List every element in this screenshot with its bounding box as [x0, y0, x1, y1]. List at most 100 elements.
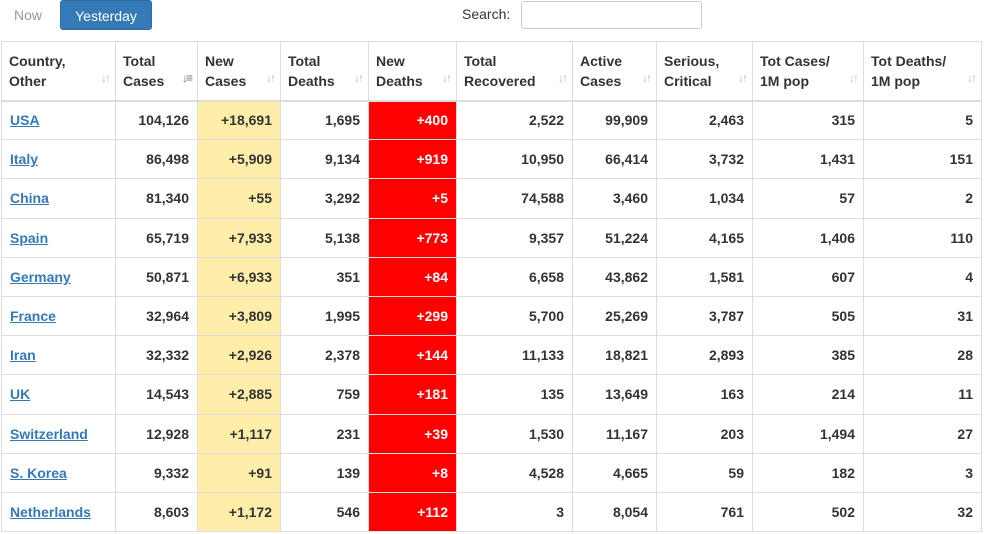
country-link[interactable]: Netherlands: [10, 503, 91, 520]
country-link[interactable]: Germany: [10, 268, 71, 285]
total-cases-cell: 81,340: [115, 178, 198, 219]
new-cases-cell: +2,926: [197, 335, 281, 376]
sort-icon[interactable]: ↓↑: [101, 70, 111, 85]
column-header-line2: Deaths: [288, 72, 335, 89]
table-header-row: Country, Other ↓↑ Total Cases ↓≡ New Cases ↓↑ Tot…: [1, 41, 982, 102]
deaths-per-million-cell: 110: [863, 217, 982, 258]
column-header-line2: Cases: [205, 72, 247, 89]
new-cases-cell: +18,691: [197, 99, 281, 141]
total-deaths-cell: 139: [280, 452, 369, 493]
new-deaths-cell: +400: [368, 99, 457, 141]
new-deaths-cell: +8: [368, 452, 457, 493]
serious-critical-cell: 203: [656, 413, 753, 454]
country-link[interactable]: France: [10, 308, 56, 325]
table-row: S. Korea 9,332 +91 139 +8 4,528 4,665 59 182 3: [1, 452, 982, 493]
total-deaths-cell: 3,292: [280, 178, 369, 219]
column-header-line1: Tot Deaths/: [871, 52, 947, 69]
sort-icon[interactable]: ↓↑: [967, 70, 977, 85]
deaths-per-million-cell: 3: [863, 452, 982, 493]
column-header-total-recovered[interactable]: Total Recovered ↓↑: [456, 41, 573, 102]
column-header-line1: New: [205, 52, 234, 69]
table-row: Netherlands 8,603 +1,172 546 +112 3 8,054 761 50…: [1, 491, 982, 533]
column-header-new-deaths[interactable]: New Deaths ↓↑: [368, 41, 457, 102]
total-recovered-cell: 11,133: [456, 335, 573, 376]
new-cases-cell: +7,933: [197, 217, 281, 258]
total-recovered-cell: 1,530: [456, 413, 573, 454]
table-row: Germany 50,871 +6,933 351 +84 6,658 43,862 1,58…: [1, 256, 982, 297]
tab-now[interactable]: Now: [14, 7, 43, 23]
column-header-line1: Tot Cases/: [760, 52, 830, 69]
sort-icon[interactable]: ↓↑: [849, 70, 859, 85]
new-deaths-cell: +919: [368, 139, 457, 180]
deaths-per-million-cell: 5: [863, 99, 982, 141]
country-cell: USA: [1, 99, 116, 141]
country-link[interactable]: USA: [10, 112, 40, 129]
cases-per-million-cell: 315: [752, 99, 864, 141]
new-cases-cell: +1,117: [197, 413, 281, 454]
total-recovered-cell: 10,950: [456, 139, 573, 180]
search-input[interactable]: [521, 1, 702, 29]
total-deaths-cell: 1,695: [280, 99, 369, 141]
country-link[interactable]: China: [10, 190, 49, 207]
total-cases-cell: 32,964: [115, 295, 198, 337]
table-row: Italy 86,498 +5,909 9,134 +919 10,950 66,414 3,…: [1, 139, 982, 180]
deaths-per-million-cell: 151: [863, 139, 982, 180]
new-deaths-cell: +299: [368, 295, 457, 337]
total-recovered-cell: 2,522: [456, 99, 573, 141]
sort-icon[interactable]: ↓↑: [354, 70, 364, 85]
country-link[interactable]: Switzerland: [10, 425, 88, 442]
column-header-total-cases[interactable]: Total Cases ↓≡: [115, 41, 198, 102]
active-cases-cell: 51,224: [572, 217, 657, 258]
country-link[interactable]: Iran: [10, 347, 36, 364]
column-header-serious-critical[interactable]: Serious, Critical ↓↑: [656, 41, 753, 102]
deaths-per-million-cell: 28: [863, 335, 982, 376]
search-label: Search:: [462, 6, 511, 22]
column-header-line1: Active: [580, 52, 623, 69]
country-cell: Germany: [1, 256, 116, 297]
column-header-country[interactable]: Country, Other ↓↑: [1, 41, 116, 102]
country-cell: Netherlands: [1, 491, 116, 533]
country-link[interactable]: Spain: [10, 229, 49, 246]
sort-desc-icon[interactable]: ↓≡: [181, 70, 193, 85]
column-header-total-deaths[interactable]: Total Deaths ↓↑: [280, 41, 369, 102]
column-header-line2: 1M pop: [760, 72, 809, 89]
sort-icon[interactable]: ↓↑: [738, 70, 748, 85]
serious-critical-cell: 761: [656, 491, 753, 533]
total-cases-cell: 8,603: [115, 491, 198, 533]
deaths-per-million-cell: 31: [863, 295, 982, 337]
column-header-active-cases[interactable]: Active Cases ↓↑: [572, 41, 657, 102]
country-link[interactable]: UK: [10, 386, 31, 403]
tab-yesterday[interactable]: Yesterday: [60, 0, 152, 30]
total-deaths-cell: 9,134: [280, 139, 369, 180]
cases-per-million-cell: 505: [752, 295, 864, 337]
column-header-new-cases[interactable]: New Cases ↓↑: [197, 41, 281, 102]
table-row: Spain 65,719 +7,933 5,138 +773 9,357 51,224 4,1…: [1, 217, 982, 258]
new-deaths-cell: +5: [368, 178, 457, 219]
column-header-deaths-per-million[interactable]: Tot Deaths/1M pop ↓↑: [863, 41, 982, 102]
country-link[interactable]: Italy: [10, 151, 39, 168]
table-body: USA 104,126 +18,691 1,695 +400 2,522 99,909 2,4…: [1, 99, 982, 533]
new-deaths-cell: +39: [368, 413, 457, 454]
country-cell: Iran: [1, 335, 116, 376]
country-link[interactable]: S. Korea: [10, 464, 67, 481]
cases-per-million-cell: 385: [752, 335, 864, 376]
new-deaths-cell: +112: [368, 491, 457, 533]
deaths-per-million-cell: 11: [863, 374, 982, 415]
cases-per-million-cell: 1,494: [752, 413, 864, 454]
sort-icon[interactable]: ↓↑: [558, 70, 568, 85]
total-deaths-cell: 5,138: [280, 217, 369, 258]
serious-critical-cell: 2,893: [656, 335, 753, 376]
sort-icon[interactable]: ↓↑: [442, 70, 452, 85]
table-row: Switzerland 12,928 +1,117 231 +39 1,530 11,167…: [1, 413, 982, 454]
deaths-per-million-cell: 27: [863, 413, 982, 454]
serious-critical-cell: 3,732: [656, 139, 753, 180]
total-deaths-cell: 351: [280, 256, 369, 297]
country-cell: Italy: [1, 139, 116, 180]
sort-icon[interactable]: ↓↑: [642, 70, 652, 85]
column-header-cases-per-million[interactable]: Tot Cases/1M pop ↓↑: [752, 41, 864, 102]
new-cases-cell: +3,809: [197, 295, 281, 337]
column-header-line1: Serious,: [664, 52, 720, 69]
total-cases-cell: 12,928: [115, 413, 198, 454]
countries-table: Country, Other ↓↑ Total Cases ↓≡ New Cases ↓↑ Tot…: [1, 41, 982, 533]
sort-icon[interactable]: ↓↑: [266, 70, 276, 85]
